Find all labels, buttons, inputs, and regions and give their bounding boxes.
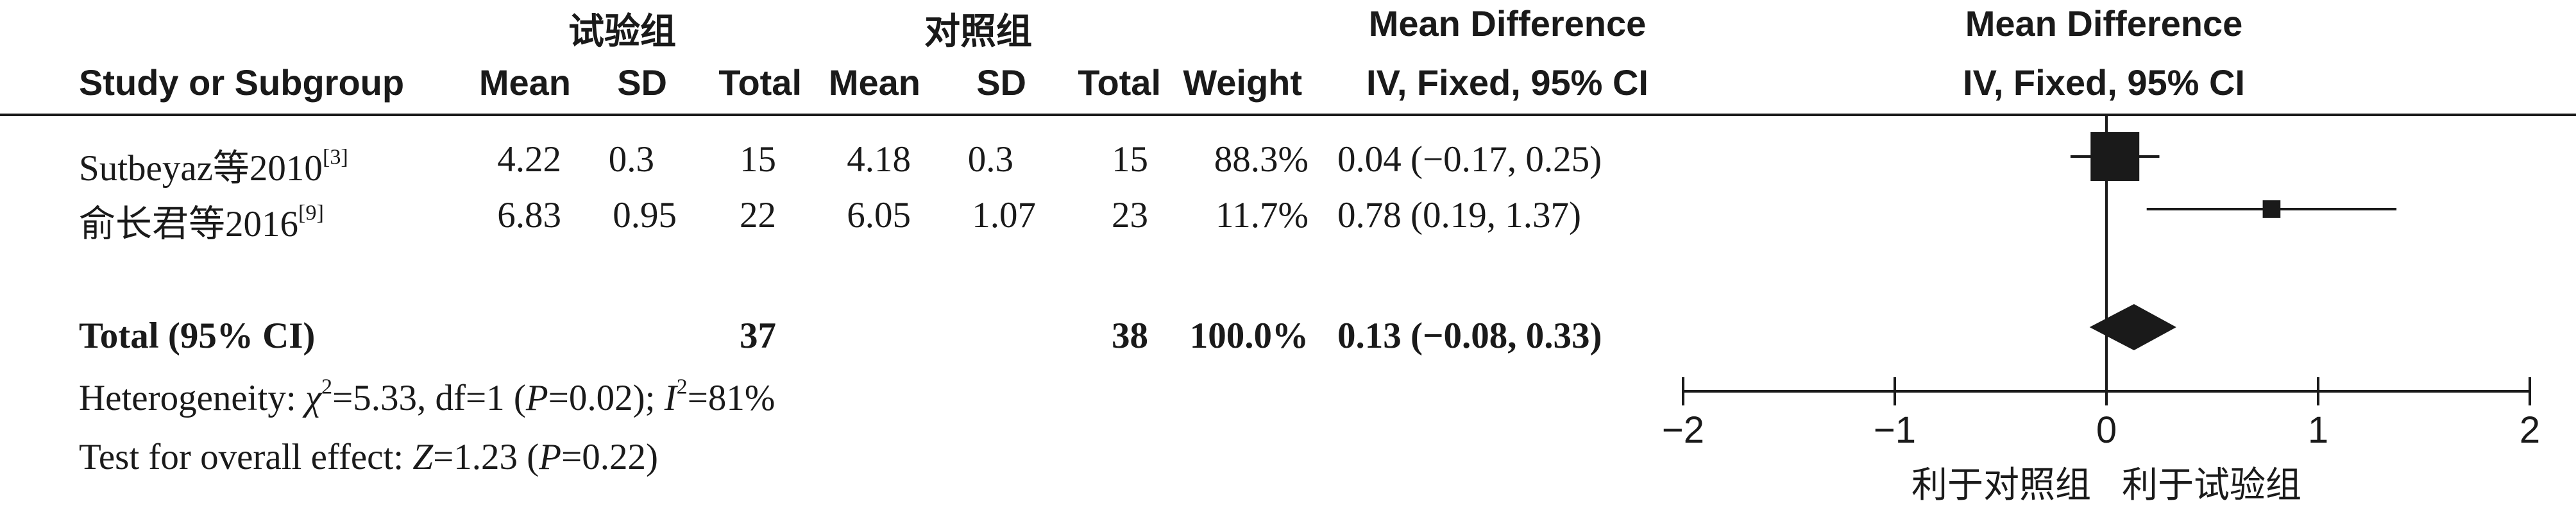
- study-name: Sutbeyaz等2010[3]: [79, 145, 348, 189]
- study-mean-exp: 4.22: [497, 139, 561, 180]
- group-header-control: 对照组: [924, 11, 1032, 51]
- col-header-sd-ctrl: SD: [976, 62, 1026, 103]
- overall-effect-text: Test for overall effect: Z=1.23 (P=0.22): [79, 437, 658, 477]
- study-sd-ctrl: 1.07: [972, 195, 1036, 235]
- x-tick-label: 0: [2096, 409, 2117, 451]
- col-header-total-ctrl: Total: [1078, 62, 1161, 103]
- total-label: Total (95% CI): [79, 316, 316, 356]
- study-weight: 88.3%: [1214, 139, 1309, 180]
- reference-marker: [3]: [322, 145, 348, 169]
- col-header-mean-ctrl: Mean: [828, 62, 920, 103]
- col-header-total-exp: Total: [718, 62, 802, 103]
- study-effect-square: [2090, 132, 2140, 181]
- group-header-experimental: 试验组: [568, 11, 676, 51]
- total-ctrl: 38: [1112, 316, 1148, 356]
- study-ci: 0.78 (0.19, 1.37): [1337, 195, 1581, 235]
- study-name: 俞长君等2016[9]: [79, 201, 324, 244]
- col-header-study: Study or Subgroup: [79, 62, 405, 103]
- reference-marker: [9]: [298, 201, 324, 225]
- x-tick-label: 1: [2308, 409, 2328, 451]
- col-header-mean-exp: Mean: [479, 62, 571, 103]
- study-mean-ctrl: 4.18: [847, 139, 911, 180]
- study-effect-square: [2262, 200, 2281, 218]
- favours-control-label: 利于对照组: [1911, 464, 2091, 505]
- pooled-effect-diamond: [2089, 304, 2176, 350]
- heterogeneity-text: Heterogeneity: χ2=5.33, df=1 (P=0.02); I…: [79, 375, 775, 418]
- x-tick-label: 2: [2520, 409, 2540, 451]
- header-divider: [0, 114, 2576, 116]
- favours-experimental-label: 利于试验组: [2122, 464, 2301, 505]
- col-header-weight: Weight: [1183, 62, 1302, 103]
- study-mean-ctrl: 6.05: [847, 195, 911, 235]
- md-column-title: Mean Difference: [1368, 3, 1647, 44]
- study-total-ctrl: 15: [1112, 139, 1148, 180]
- study-mean-exp: 6.83: [497, 195, 561, 235]
- x-tick-label: −2: [1662, 409, 1704, 451]
- study-sd-ctrl: 0.3: [967, 139, 1013, 180]
- study-total-ctrl: 23: [1112, 195, 1148, 235]
- total-ci: 0.13 (−0.08, 0.33): [1337, 316, 1602, 356]
- total-weight: 100.0%: [1189, 316, 1309, 356]
- study-weight: 11.7%: [1215, 195, 1309, 235]
- total-exp: 37: [740, 316, 776, 356]
- study-total-exp: 22: [740, 195, 776, 235]
- study-total-exp: 15: [740, 139, 776, 180]
- col-header-sd-exp: SD: [617, 62, 667, 103]
- study-sd-exp: 0.3: [608, 139, 654, 180]
- study-ci: 0.04 (−0.17, 0.25): [1337, 139, 1602, 180]
- plot-method: IV, Fixed, 95% CI: [1963, 62, 2245, 103]
- plot-title: Mean Difference: [1965, 3, 2243, 44]
- col-header-ci: IV, Fixed, 95% CI: [1366, 62, 1648, 103]
- study-sd-exp: 0.95: [613, 195, 677, 235]
- x-tick-label: −1: [1874, 409, 1916, 451]
